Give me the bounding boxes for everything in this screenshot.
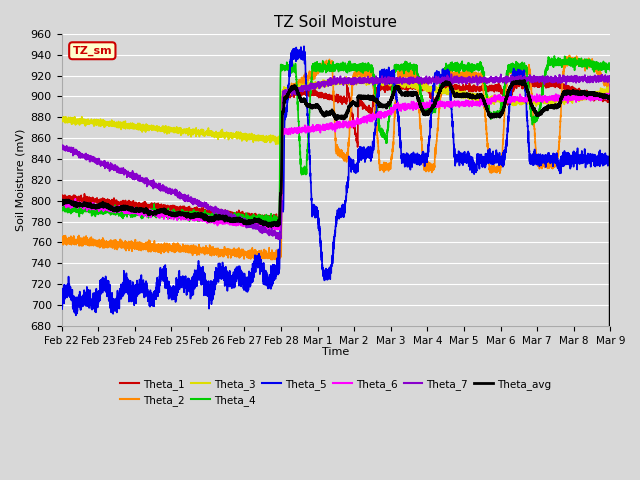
- Theta_1: [517, 77, 525, 83]
- Line: Theta_1: Theta_1: [61, 80, 611, 224]
- Theta_3: [157, 127, 165, 132]
- Theta_1: [58, 194, 65, 200]
- Theta_7: [509, 75, 516, 81]
- Line: Theta_5: Theta_5: [61, 46, 611, 315]
- Theta_5: [72, 312, 80, 318]
- Line: Theta_7: Theta_7: [61, 74, 611, 480]
- Theta_3: [387, 81, 394, 87]
- Theta_2: [157, 241, 165, 247]
- Theta_6: [387, 109, 394, 115]
- Theta_1: [157, 204, 165, 209]
- Theta_4: [467, 66, 475, 72]
- Theta_4: [275, 223, 283, 228]
- Theta_1: [268, 213, 275, 219]
- Theta_5: [415, 161, 422, 167]
- Theta_5: [58, 298, 65, 304]
- Theta_3: [415, 84, 422, 90]
- Theta_5: [300, 43, 308, 49]
- Theta_avg: [268, 222, 275, 228]
- Line: Theta_3: Theta_3: [61, 76, 611, 480]
- Theta_4: [58, 205, 65, 211]
- Theta_1: [509, 88, 516, 94]
- Theta_3: [58, 118, 65, 123]
- Theta_avg: [509, 81, 516, 86]
- Theta_1: [387, 84, 394, 90]
- Theta_7: [387, 80, 394, 86]
- Theta_2: [58, 239, 65, 244]
- Theta_2: [467, 73, 475, 79]
- Theta_1: [274, 221, 282, 227]
- Theta_avg: [415, 96, 422, 102]
- Theta_1: [467, 86, 475, 92]
- Theta_avg: [58, 199, 65, 205]
- Theta_2: [607, 85, 614, 91]
- Theta_4: [415, 78, 422, 84]
- Theta_7: [447, 72, 455, 77]
- Theta_3: [509, 99, 516, 105]
- Theta_4: [509, 62, 516, 68]
- Theta_2: [509, 66, 516, 72]
- Theta_6: [593, 90, 601, 96]
- Theta_2: [268, 257, 275, 263]
- Theta_avg: [520, 77, 528, 83]
- Theta_2: [275, 257, 283, 263]
- Theta_6: [415, 102, 422, 108]
- Y-axis label: Soil Moisture (mV): Soil Moisture (mV): [15, 129, 25, 231]
- Theta_3: [268, 136, 275, 142]
- Theta_7: [157, 186, 165, 192]
- Theta_1: [607, 97, 614, 103]
- Theta_6: [509, 96, 516, 102]
- Line: Theta_2: Theta_2: [61, 55, 611, 260]
- Theta_2: [387, 160, 394, 166]
- Theta_avg: [157, 207, 165, 213]
- Theta_5: [607, 156, 614, 162]
- Text: TZ_sm: TZ_sm: [72, 46, 112, 56]
- Legend: Theta_1, Theta_2, Theta_3, Theta_4, Theta_5, Theta_6, Theta_7, Theta_avg: Theta_1, Theta_2, Theta_3, Theta_4, Thet…: [116, 375, 556, 410]
- Theta_3: [467, 94, 475, 99]
- Theta_5: [387, 70, 395, 76]
- Theta_6: [157, 212, 165, 217]
- Theta_avg: [387, 98, 394, 104]
- Theta_7: [467, 79, 475, 85]
- Theta_6: [58, 199, 65, 205]
- Theta_5: [268, 283, 275, 289]
- Line: Theta_4: Theta_4: [61, 56, 611, 226]
- Theta_2: [566, 52, 573, 58]
- Theta_7: [58, 144, 65, 149]
- Theta_3: [355, 73, 363, 79]
- Theta_4: [607, 68, 614, 73]
- Theta_avg: [467, 93, 475, 99]
- Theta_7: [268, 228, 275, 234]
- Title: TZ Soil Moisture: TZ Soil Moisture: [275, 15, 397, 30]
- Theta_5: [157, 276, 165, 282]
- Line: Theta_6: Theta_6: [61, 93, 611, 480]
- Theta_6: [467, 101, 475, 107]
- Theta_5: [509, 81, 516, 87]
- Theta_7: [415, 74, 422, 80]
- Theta_4: [157, 208, 165, 214]
- Theta_6: [268, 224, 275, 229]
- Theta_2: [415, 102, 422, 108]
- Line: Theta_avg: Theta_avg: [61, 80, 611, 480]
- Theta_5: [467, 162, 475, 168]
- Theta_4: [268, 219, 275, 225]
- Theta_1: [415, 83, 422, 88]
- Theta_4: [387, 99, 394, 105]
- X-axis label: Time: Time: [323, 347, 349, 357]
- Theta_4: [550, 53, 558, 59]
